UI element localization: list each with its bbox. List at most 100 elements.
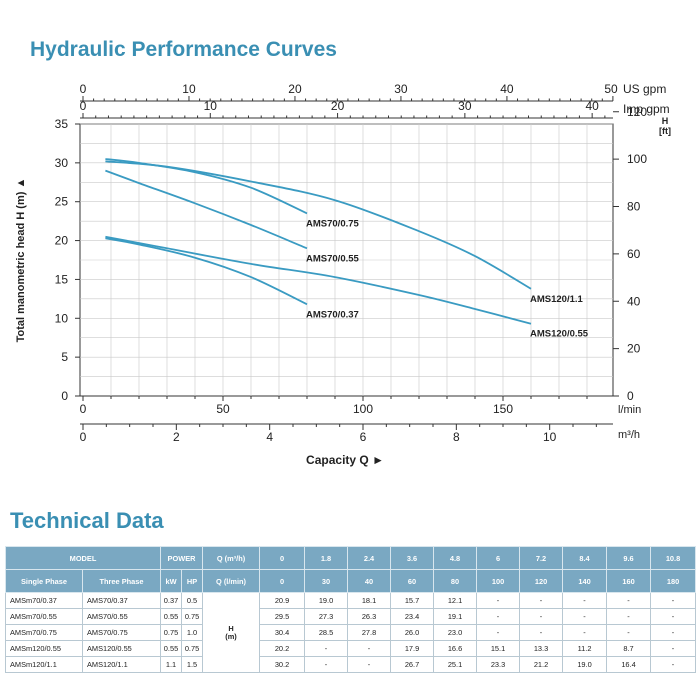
x-tick-label: 150 [493,402,513,416]
table-cell: - [476,624,521,641]
table-row: AMSm70/0.55 AMS70/0.55 0.55 0.75 29.5 27.3 26.… [5,608,697,625]
table-cell: 19.0 [562,656,608,673]
x-axis-title: Capacity Q ► [306,453,384,467]
q-lmin-value: 40 [347,569,392,593]
table-cell: - [650,608,697,625]
table-cell: 13.3 [519,640,564,657]
table-cell: - [606,592,652,609]
ft-axis-unit: [ft] [659,126,671,136]
kw-header: kW [160,569,182,593]
q-m3h-value: 6 [476,546,521,570]
q-lmin-value: 80 [433,569,478,593]
q-lmin-value: 60 [390,569,435,593]
table-cell: 8.7 [606,640,652,657]
q-m3h-value: 0 [259,546,306,570]
x-tick-label: 0 [80,402,87,416]
table-cell: 28.5 [304,624,349,641]
power-header: POWER [159,546,204,570]
q-lmin-value: 0 [259,569,306,593]
us-gpm-tick-label: 50 [604,82,618,96]
table-cell: 26.3 [347,608,392,625]
table-cell: - [606,624,652,641]
table-cell: 20.2 [259,640,306,657]
table-cell: - [650,640,697,657]
model-header: MODEL [5,546,161,570]
y-tick-label: 35 [55,117,69,131]
table-cell: 0.37 [160,592,182,609]
table-cell: 16.4 [606,656,652,673]
table-cell: 0.5 [180,592,204,609]
technical-data-title: Technical Data [10,508,164,533]
table-cell: 0.75 [180,608,204,625]
curve-ams70-0-75 [105,158,308,215]
imp-gpm-tick-label: 0 [80,99,87,113]
single-phase-header: Single Phase [5,569,83,593]
ft-tick-label: 0 [627,389,634,403]
table-cell: AMS120/0.55 [82,640,161,657]
imp-gpm-tick-label: 30 [458,99,472,113]
table-header-row-1: MODEL POWER Q (m³/h) 0 1.8 2.4 3.6 4.8 6… [5,546,697,570]
us-gpm-tick-label: 30 [394,82,408,96]
m3h-tick-label: 8 [453,430,460,444]
table-cell: 0.55 [160,608,182,625]
table-cell: 27.3 [304,608,349,625]
table-cell: - [304,640,349,657]
q-m3h-value: 7.2 [519,546,564,570]
table-cell: - [650,656,697,673]
table-cell: - [562,624,608,641]
q-m3h-value: 3.6 [390,546,435,570]
table-cell: 30.2 [259,656,306,673]
q-lmin-value: 30 [304,569,349,593]
ft-tick-label: 100 [627,152,647,166]
table-cell: 21.2 [519,656,564,673]
table-cell: 23.4 [390,608,435,625]
q-lmin-header: Q (l/min) [202,569,261,593]
y-tick-label: 0 [61,389,68,403]
y-tick-label: 30 [55,156,69,170]
x-tick-label: 100 [353,402,373,416]
imp-gpm-unit: Imp gpm [623,102,670,116]
y-tick-label: 15 [55,272,69,286]
curve-label-ams70-0-37: AMS70/0.37 [306,309,359,320]
table-cell: 26.0 [390,624,435,641]
technical-data-table: MODEL POWER Q (m³/h) 0 1.8 2.4 3.6 4.8 6… [5,546,697,673]
table-cell: - [347,640,392,657]
table-cell: - [304,656,349,673]
table-row: AMSm120/1.1 AMS120/1.1 1.1 1.5 30.2- -26.7 25.… [5,656,697,673]
table-cell: 0.75 [180,640,204,657]
head-unit: (m) [225,631,237,641]
curve-label-ams70-0-75: AMS70/0.75 [306,218,360,229]
table-cell: - [562,592,608,609]
table-cell: 17.9 [390,640,435,657]
table-header-row-2: Single Phase Three Phase kW HP Q (l/min)… [5,569,697,593]
table-cell: - [519,592,564,609]
y-tick-label: 10 [55,311,69,325]
curve-ams70-0-55 [105,169,308,250]
table-cell: 26.7 [390,656,435,673]
q-lmin-value: 160 [606,569,652,593]
curve-label-ams70-0-55: AMS70/0.55 [306,253,360,264]
x-tick-label: 50 [216,402,230,416]
q-lmin-value: 120 [519,569,564,593]
table-cell: 18.1 [347,592,392,609]
y-tick-label: 20 [55,234,69,248]
table-cell: 0.55 [160,640,182,657]
ft-axis-h: H [662,116,669,126]
ft-tick-label: 20 [627,342,641,356]
table-cell: - [476,592,521,609]
table-cell: 11.2 [562,640,608,657]
table-cell: 0.75 [160,624,182,641]
q-lmin-value: 100 [476,569,521,593]
table-cell: AMSm70/0.37 [5,592,83,609]
table-cell: - [650,624,697,641]
head-label-cell: H (m) [202,592,261,673]
table-cell: 20.9 [259,592,306,609]
table-row: AMSm120/0.55 AMS120/0.55 0.55 0.75 20.2- -17.… [5,640,697,657]
table-cell: - [519,608,564,625]
q-lmin-value: 180 [650,569,697,593]
curve-ams120-1-1 [105,160,532,290]
q-m3h-value: 1.8 [304,546,349,570]
table-cell: AMSm70/0.55 [5,608,83,625]
us-gpm-tick-label: 40 [500,82,514,96]
